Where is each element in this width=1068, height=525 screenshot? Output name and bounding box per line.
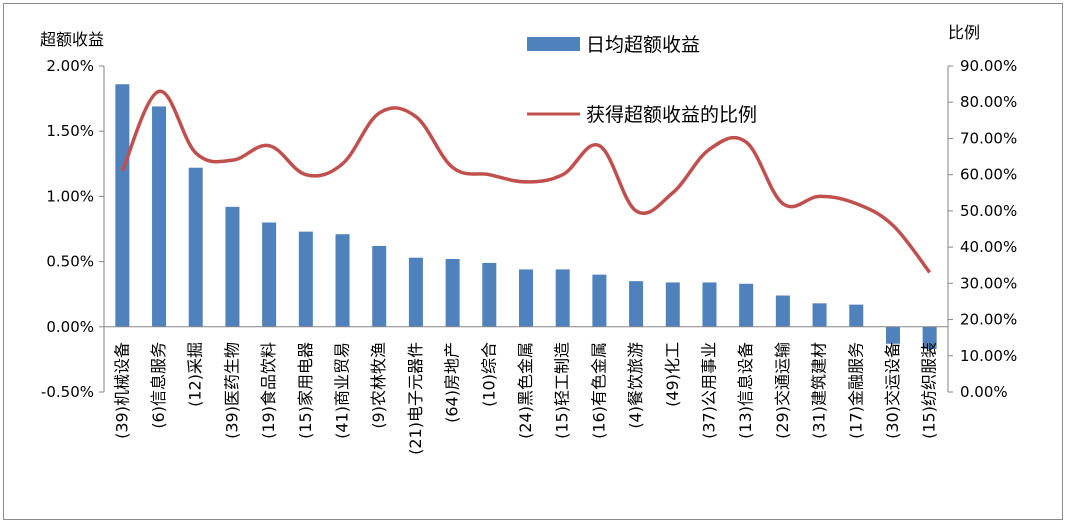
category-label: (31)建筑建材	[810, 342, 829, 439]
category-label: (15)纺织服装	[920, 342, 939, 439]
category-label: (16)有色金属	[589, 342, 608, 439]
chart-frame	[3, 3, 1063, 520]
bar	[555, 269, 570, 327]
category-label: (30)交运设备	[883, 342, 902, 439]
category-label: (9)农林牧渔	[369, 342, 388, 429]
category-labels: (39)机械设备 (6)信息服务 (12)采掘 (39)医药生物 (19)食品饮料 (15…	[112, 342, 938, 455]
bar	[482, 262, 497, 327]
right-tick-label: 70.00%	[960, 129, 1017, 147]
category-label: (49)化工	[663, 342, 682, 407]
legend-bar-label: 日均超额收益	[586, 34, 700, 56]
bar	[885, 326, 900, 344]
category-label: (17)金融服务	[846, 342, 865, 439]
bar	[739, 283, 754, 327]
bar	[849, 304, 864, 327]
bar	[188, 167, 203, 327]
bar-series	[104, 84, 948, 349]
right-tick-label: 50.00%	[960, 202, 1017, 220]
category-label: (19)食品饮料	[259, 342, 278, 439]
bar	[298, 231, 313, 327]
left-tick-label: 0.50%	[46, 253, 94, 271]
bar	[812, 303, 827, 327]
category-label: (15)轻工制造	[553, 342, 572, 439]
right-tick-label: 30.00%	[960, 274, 1017, 292]
category-label: (4)餐饮旅游	[626, 342, 645, 429]
bar	[665, 282, 680, 327]
bar	[225, 206, 240, 327]
category-label: (12)采掘	[186, 342, 205, 407]
category-label: (37)公用事业	[699, 342, 718, 439]
bar	[775, 295, 790, 327]
line-series	[120, 89, 932, 274]
right-tick-label: 10.00%	[960, 347, 1017, 365]
bar	[922, 326, 937, 349]
left-axis: 2.00% 1.50% 1.00% 0.50% 0.00% -0.50%	[41, 57, 105, 401]
right-tick-label: 20.00%	[960, 311, 1017, 329]
bar	[408, 257, 423, 327]
ratio-line	[120, 89, 932, 274]
left-tick-label: 1.50%	[46, 122, 94, 140]
legend-bar-swatch	[527, 37, 580, 51]
category-label: (41)商业贸易	[333, 342, 352, 439]
category-label: (39)医药生物	[222, 342, 241, 439]
legend-line: 获得超额收益的比例	[527, 104, 757, 126]
right-tick-label: 90.00%	[960, 57, 1017, 75]
bar	[519, 269, 533, 327]
legend-bar: 日均超额收益	[527, 34, 700, 56]
bar	[445, 258, 460, 327]
left-tick-label: 0.00%	[46, 318, 94, 336]
right-tick-label: 80.00%	[960, 93, 1017, 111]
left-tick-label: 2.00%	[46, 57, 94, 75]
bar	[629, 281, 644, 327]
category-label: (64)房地产	[443, 342, 462, 423]
right-axis: 90.00% 80.00% 70.00% 60.00% 50.00% 40.00% 30.0…	[947, 57, 1017, 401]
category-label: (39)机械设备	[112, 342, 131, 439]
left-tick-label: 1.00%	[46, 187, 94, 205]
category-label: (15)家用电器	[296, 342, 315, 439]
category-label: (21)电子元器件	[406, 342, 425, 455]
category-label: (13)信息设备	[736, 342, 755, 439]
right-tick-label: 60.00%	[960, 166, 1017, 184]
left-axis-title: 超额收益	[40, 30, 104, 49]
right-axis-title: 比例	[948, 23, 980, 42]
right-tick-label: 40.00%	[960, 238, 1017, 256]
legend-line-label: 获得超额收益的比例	[586, 104, 757, 126]
bar	[115, 84, 130, 327]
category-label: (24)黑色金属	[516, 342, 535, 439]
category-label: (10)综合	[479, 342, 498, 407]
bar	[592, 274, 607, 327]
category-label: (29)交通运输	[773, 342, 792, 439]
left-tick-label: -0.50%	[41, 383, 94, 401]
bar	[372, 245, 387, 327]
bar	[702, 282, 717, 327]
bar	[335, 234, 350, 327]
bar	[152, 106, 167, 327]
category-label: (6)信息服务	[149, 342, 168, 429]
right-tick-label: 0.00%	[960, 383, 1008, 401]
bar	[262, 222, 277, 327]
